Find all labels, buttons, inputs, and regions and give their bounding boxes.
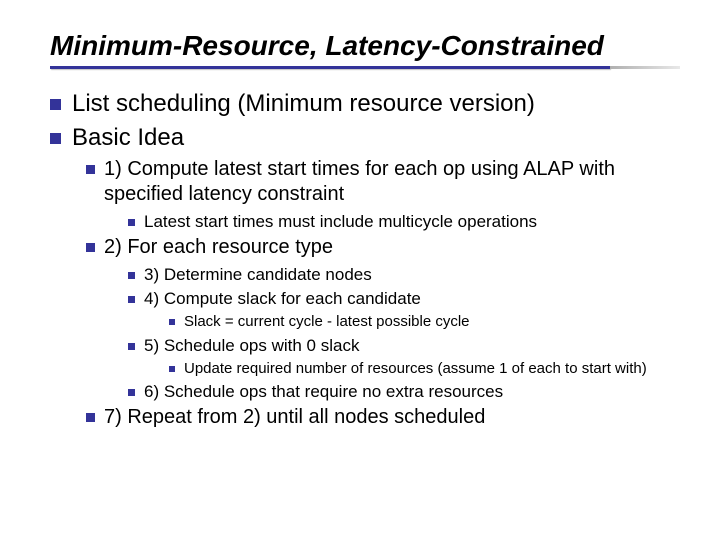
list-item: 3) Determine candidate nodes	[122, 264, 680, 286]
slide: Minimum-Resource, Latency-Constrained Li…	[0, 0, 720, 540]
list-item: List scheduling (Minimum resource versio…	[50, 89, 680, 119]
list-item: Slack = current cycle - latest possible …	[162, 312, 680, 332]
slide-title: Minimum-Resource, Latency-Constrained	[50, 30, 680, 62]
list-item: 2) For each resource type	[82, 235, 680, 260]
sublist: Slack = current cycle - latest possible …	[162, 312, 680, 332]
bullet-list: List scheduling (Minimum resource versio…	[50, 89, 680, 430]
list-item: 5) Schedule ops with 0 slack	[122, 335, 680, 357]
sublist: Update required number of resources (ass…	[162, 359, 680, 379]
list-item: 4) Compute slack for each candidate	[122, 288, 680, 310]
sublist: 1) Compute latest start times for each o…	[82, 157, 680, 430]
list-item: Update required number of resources (ass…	[162, 359, 680, 379]
list-item: 7) Repeat from 2) until all nodes schedu…	[82, 405, 680, 430]
title-underline	[50, 66, 610, 69]
sublist: 3) Determine candidate nodes 4) Compute …	[122, 264, 680, 403]
sublist: Latest start times must include multicyc…	[122, 211, 680, 233]
list-item: Basic Idea	[50, 123, 680, 153]
list-item: 1) Compute latest start times for each o…	[82, 157, 680, 207]
list-item: 6) Schedule ops that require no extra re…	[122, 381, 680, 403]
list-item: Latest start times must include multicyc…	[122, 211, 680, 233]
